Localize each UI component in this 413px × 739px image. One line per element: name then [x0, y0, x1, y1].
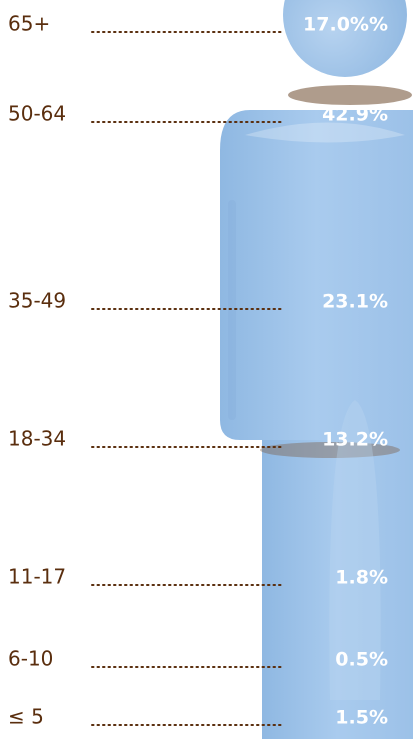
age-label: 11-17: [8, 565, 66, 589]
percent-label: 17.0%%: [303, 14, 388, 36]
age-label: 50-64: [8, 102, 66, 126]
percent-label: 42.9%: [322, 104, 388, 126]
percent-label: 1.8%: [335, 567, 388, 589]
age-label: 65+: [8, 12, 50, 36]
percent-label: 13.2%: [322, 429, 388, 451]
percent-label: 1.5%: [335, 707, 388, 729]
age-label: 6-10: [8, 647, 53, 671]
age-label: 18-34: [8, 427, 66, 451]
infographic: 65+ 17.0%% 50-64 42.9% 35-49 23.1% 18-34 13.2% 1…: [0, 0, 413, 739]
age-label: 35-49: [8, 289, 66, 313]
percent-label: 23.1%: [322, 291, 388, 313]
percent-label: 0.5%: [335, 649, 388, 671]
age-label: ≤ 5: [8, 705, 44, 729]
